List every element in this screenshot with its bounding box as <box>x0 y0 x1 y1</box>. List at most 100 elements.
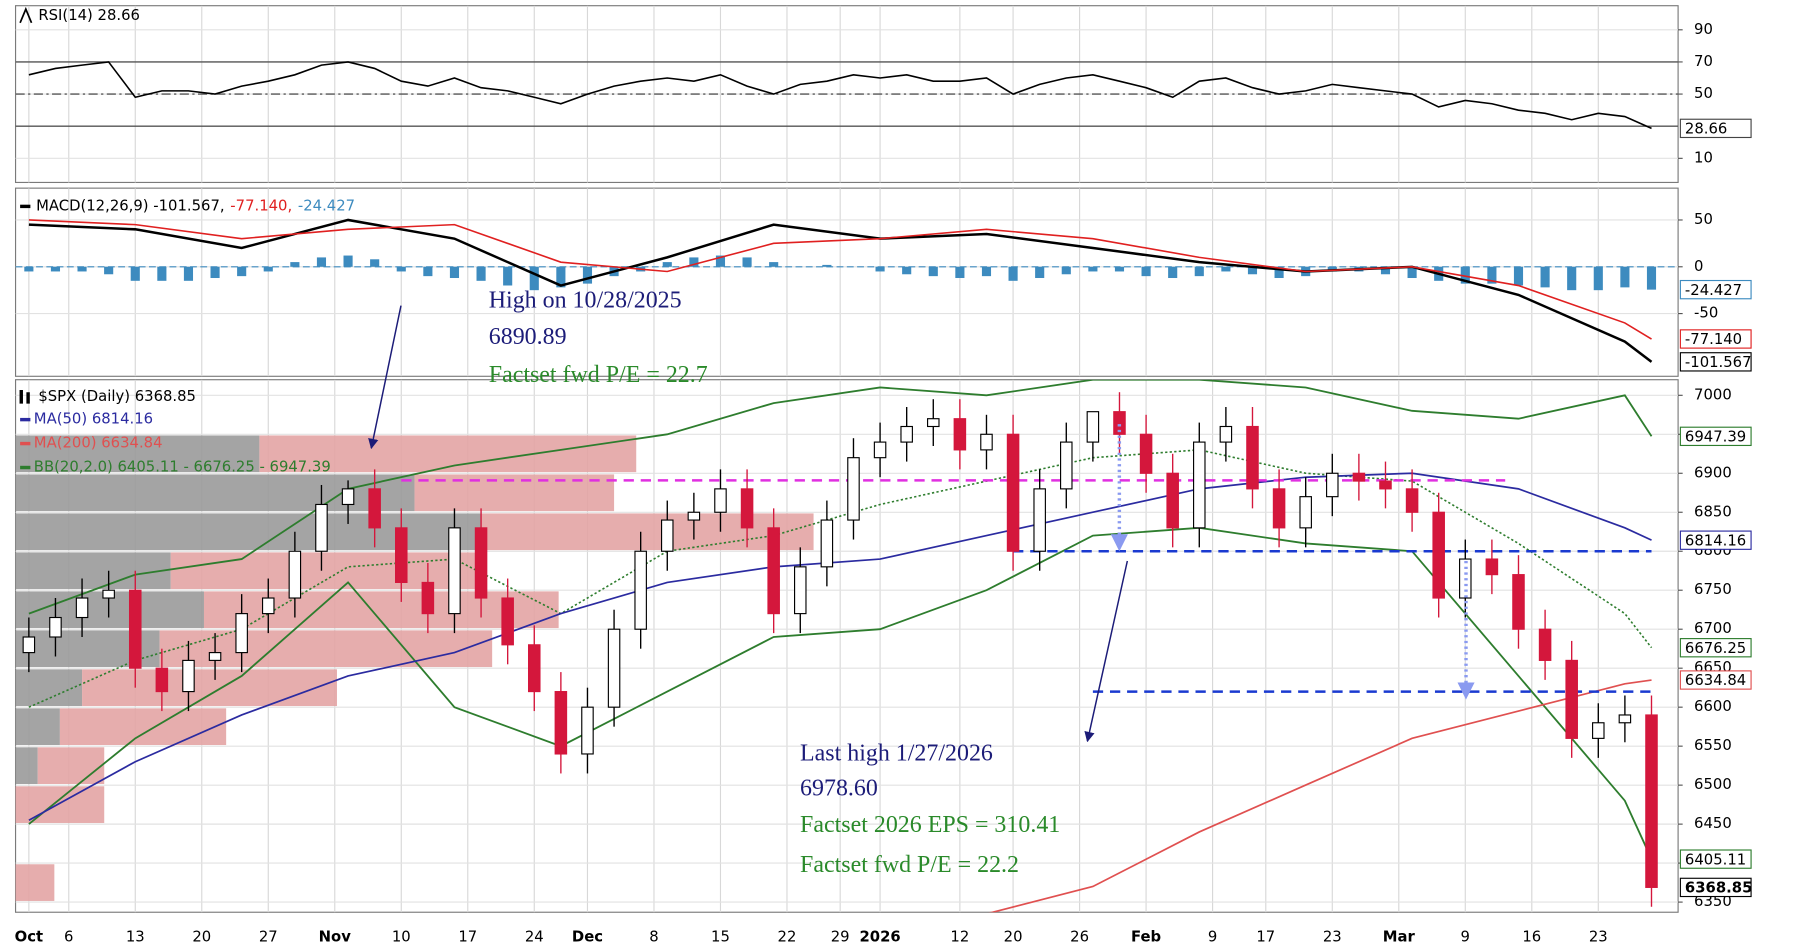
histogram-bar <box>503 266 513 286</box>
histogram-bar <box>24 266 34 272</box>
annotation: Factset fwd P/E = 22.2 <box>800 852 1019 878</box>
x-tick-label: 17 <box>1256 928 1275 945</box>
candle-body <box>1299 496 1312 529</box>
candle-body <box>235 613 248 654</box>
x-tick-label: 12 <box>950 928 969 945</box>
panel <box>15 5 1679 183</box>
histogram-bar <box>50 266 61 272</box>
y-tick-label: 6450 <box>1694 815 1732 832</box>
candle-body <box>22 636 36 654</box>
candle-body <box>554 691 568 755</box>
histogram-bar <box>237 266 247 277</box>
histogram-bar <box>1168 266 1178 279</box>
histogram-bar <box>1380 266 1391 275</box>
histogram-bar <box>1407 266 1417 279</box>
candle-body <box>1139 433 1153 474</box>
x-tick-label: 9 <box>1208 928 1217 945</box>
candle-body <box>1033 488 1046 552</box>
value-box-label: 28.66 <box>1685 121 1727 138</box>
histogram-bar <box>263 266 273 272</box>
histogram-bar <box>1114 266 1125 272</box>
candle-body <box>634 550 647 630</box>
panel-frame <box>14 187 1679 377</box>
legend-label: MACD(12,26,9) -101.567, <box>36 197 225 214</box>
candle-body <box>527 644 541 693</box>
histogram-bar <box>556 266 566 288</box>
line <box>28 219 1652 340</box>
volume-by-price-bar <box>15 747 38 785</box>
x-tick-label: 8 <box>649 928 658 945</box>
histogram-bar <box>1460 266 1470 284</box>
x-tick-label: Oct <box>15 928 43 945</box>
x-tick-label: Nov <box>319 928 352 945</box>
legend-label: -77.140, <box>230 197 292 214</box>
candle-body <box>687 511 701 521</box>
candle-body <box>421 581 435 615</box>
histogram-bar <box>476 266 486 281</box>
histogram-bar <box>1008 266 1018 281</box>
histogram-bar <box>822 264 832 267</box>
histogram-bar <box>1540 266 1550 288</box>
histogram-bar <box>1513 266 1524 286</box>
candle-body <box>261 597 275 615</box>
line <box>28 472 1652 821</box>
candle-body <box>208 652 222 661</box>
candle-body <box>953 418 967 451</box>
histogram-bar <box>928 266 938 277</box>
line <box>28 379 1653 615</box>
annotation: 6890.89 <box>489 324 567 350</box>
arrow <box>368 305 402 450</box>
y-tick-label: 6850 <box>1694 503 1732 520</box>
line <box>28 61 1652 130</box>
histogram-bar <box>689 257 699 267</box>
panel <box>15 188 1679 377</box>
x-tick-label: 10 <box>392 928 411 945</box>
candle-body <box>1113 411 1126 435</box>
value-box <box>1679 352 1752 372</box>
x-tick-label: 13 <box>126 928 145 945</box>
candle-body <box>714 488 727 513</box>
candle-body <box>1565 659 1578 739</box>
histogram-bar <box>662 262 672 267</box>
volume-by-price-bar <box>15 708 60 746</box>
x-tick-label: 6 <box>64 928 73 945</box>
histogram-bar <box>183 266 194 281</box>
histogram-bar <box>343 255 353 267</box>
histogram-bar <box>1221 266 1231 272</box>
y-tick-label: -50 <box>1694 305 1718 322</box>
histogram-bar <box>1274 266 1284 279</box>
candle-body <box>1086 411 1100 443</box>
value-box <box>1679 426 1752 447</box>
value-box-label: 6634.84 <box>1685 672 1746 689</box>
histogram-bar <box>902 266 912 275</box>
histogram-bar <box>1194 266 1204 277</box>
histogram-bar <box>1061 266 1071 275</box>
value-box <box>1679 530 1752 550</box>
candle-body <box>1432 511 1445 599</box>
candle-body <box>448 527 461 615</box>
candle-body <box>927 418 940 428</box>
histogram-bar <box>582 266 593 284</box>
candle-body <box>1485 558 1499 576</box>
volume-by-price-bar <box>82 669 337 707</box>
legend-icon <box>19 6 33 24</box>
histogram-bar <box>157 266 167 281</box>
candle-body <box>501 597 514 646</box>
candle-body <box>368 488 381 529</box>
plot-layer: Oct 6 13 20 27 Nov 10 17 24 Dec 8 15 22 29 2026 12 20 26 F… <box>14 5 1752 945</box>
volume-by-price-bar <box>59 708 227 746</box>
x-tick-label: Mar <box>1383 928 1416 945</box>
y-tick-label: 6600 <box>1694 698 1732 715</box>
candle-body <box>1219 425 1233 443</box>
histogram-bar <box>370 259 380 267</box>
candle-body <box>1060 441 1073 490</box>
legend-label: -24.427 <box>298 197 355 214</box>
legend-label: BB(20,2.0) 6405.11 - 6676.25 - 6947.39 <box>34 459 331 476</box>
volume-by-price-bar <box>15 513 482 551</box>
x-tick-label: 20 <box>192 928 211 945</box>
arrows <box>368 305 1475 743</box>
value-box <box>1679 329 1752 349</box>
histogram-bar <box>130 266 140 281</box>
histogram-bar <box>316 257 327 267</box>
